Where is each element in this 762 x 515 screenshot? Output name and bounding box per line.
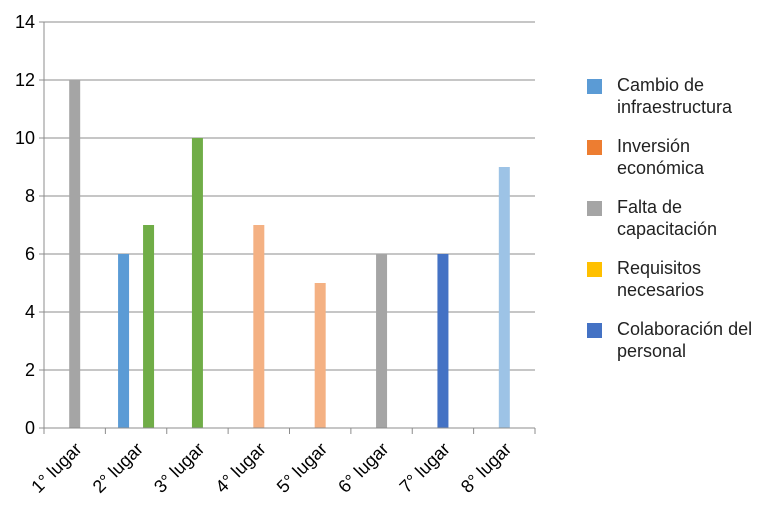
legend-item: Requisitos necesarios bbox=[587, 257, 759, 301]
y-tick-label: 14 bbox=[15, 12, 35, 32]
legend-swatch bbox=[587, 323, 602, 338]
y-tick-label: 8 bbox=[25, 186, 35, 206]
y-axis-ticks: 0 2 4 6 8 10 12 14 bbox=[15, 12, 35, 438]
legend-swatch bbox=[587, 79, 602, 94]
legend-item: Inversión económica bbox=[587, 135, 759, 179]
legend-item: Cambio de infraestructura bbox=[587, 74, 759, 118]
bar bbox=[191, 138, 203, 428]
bar bbox=[376, 254, 388, 428]
bar bbox=[118, 254, 130, 428]
x-tick-label: 3° lugar bbox=[150, 439, 208, 497]
bar bbox=[437, 254, 449, 428]
legend-swatch bbox=[587, 140, 602, 155]
x-axis-ticks: 1° lugar 2° lugar 3° lugar 4° lugar 5° lugar… bbox=[27, 439, 515, 497]
gridlines bbox=[44, 21, 535, 371]
legend-item: Colaboración del personal bbox=[587, 318, 759, 362]
bar bbox=[498, 167, 510, 428]
bars bbox=[69, 80, 510, 428]
bar bbox=[69, 80, 81, 428]
bar bbox=[253, 225, 265, 428]
x-tick-label: 2° lugar bbox=[89, 439, 147, 497]
bar bbox=[143, 225, 155, 428]
legend-swatch bbox=[587, 262, 602, 277]
x-tick-label: 8° lugar bbox=[457, 439, 515, 497]
x-tick-label: 7° lugar bbox=[396, 439, 454, 497]
axes bbox=[39, 21, 536, 434]
y-tick-label: 0 bbox=[25, 418, 35, 438]
x-tick-label: 6° lugar bbox=[334, 439, 392, 497]
y-tick-label: 10 bbox=[15, 128, 35, 148]
legend-label: Requisitos necesarios bbox=[617, 258, 705, 300]
y-tick-label: 4 bbox=[25, 302, 35, 322]
legend-label: Colaboración del personal bbox=[617, 319, 753, 361]
x-tick-label: 4° lugar bbox=[211, 439, 269, 497]
legend: Cambio de infraestructura Inversión econ… bbox=[587, 74, 759, 379]
y-tick-label: 2 bbox=[25, 360, 35, 380]
x-tick-label: 1° lugar bbox=[27, 439, 85, 497]
y-tick-label: 12 bbox=[15, 70, 35, 90]
legend-item: Falta de capacitación bbox=[587, 196, 759, 240]
x-tick-label: 5° lugar bbox=[273, 439, 331, 497]
y-tick-label: 6 bbox=[25, 244, 35, 264]
legend-label: Inversión económica bbox=[617, 136, 705, 178]
legend-swatch bbox=[587, 201, 602, 216]
bar bbox=[314, 283, 326, 428]
legend-label: Falta de capacitación bbox=[617, 197, 718, 239]
legend-label: Cambio de infraestructura bbox=[617, 75, 733, 117]
